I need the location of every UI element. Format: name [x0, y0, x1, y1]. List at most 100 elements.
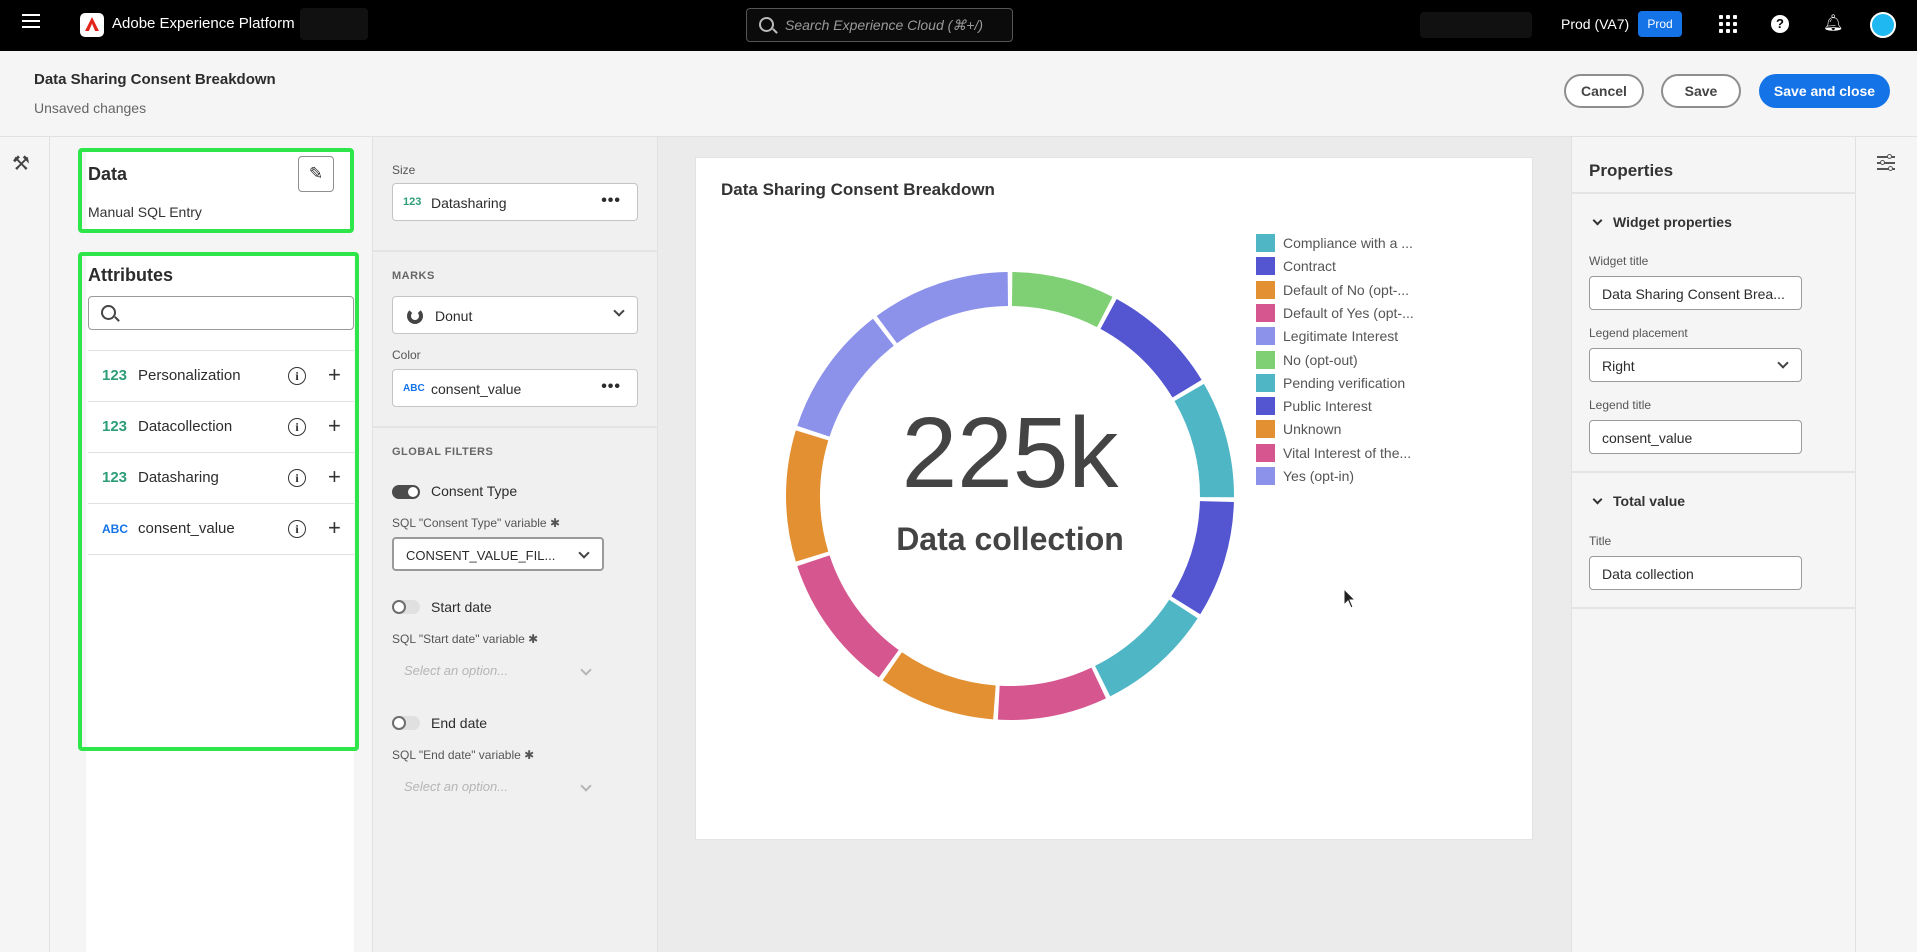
size-field[interactable]: 123 Datasharing •••: [392, 183, 638, 221]
data-source-label: Manual SQL Entry: [88, 204, 202, 220]
donut-segment-public-interest[interactable]: [1100, 299, 1202, 398]
sandbox-badge[interactable]: Prod: [1638, 11, 1682, 37]
attributes-highlight-box: [78, 252, 359, 751]
add-icon[interactable]: +: [328, 464, 341, 489]
legend-swatch: [1256, 280, 1275, 299]
consent-type-variable-select[interactable]: CONSENT_VALUE_FIL...: [392, 537, 604, 571]
more-options-icon[interactable]: •••: [601, 378, 621, 395]
legend-item[interactable]: Yes (opt-in): [1256, 466, 1456, 486]
total-title-input[interactable]: Data collection: [1589, 556, 1802, 590]
cancel-button[interactable]: Cancel: [1564, 74, 1644, 108]
data-highlight-box: [78, 148, 354, 233]
donut-segment-legitimate-interest[interactable]: [876, 272, 1009, 344]
marks-label: MARKS: [392, 270, 435, 282]
start-date-toggle[interactable]: [392, 600, 420, 614]
donut-segment-vital-interest-of-the[interactable]: [797, 555, 899, 678]
start-date-variable-select[interactable]: Select an option...: [392, 656, 604, 686]
donut-segment-unknown[interactable]: [882, 652, 996, 720]
color-field[interactable]: ABC consent_value •••: [392, 369, 638, 407]
edit-data-button[interactable]: ✎: [298, 156, 334, 192]
legend-label: Public Interest: [1283, 398, 1372, 415]
legend-item[interactable]: Public Interest: [1256, 396, 1456, 416]
numeric-type-icon: 123: [102, 418, 128, 435]
notifications-bell-icon[interactable]: 🔔︎: [1823, 15, 1844, 32]
chevron-down-icon: [613, 305, 625, 317]
legend-item[interactable]: Contract: [1256, 256, 1456, 276]
chevron-down-icon: [580, 664, 592, 676]
donut-segment-default-of-yes-opt[interactable]: [997, 667, 1107, 720]
chart-preview-card: [695, 157, 1533, 840]
add-icon[interactable]: +: [328, 515, 341, 540]
donut-segment-yes-opt-in[interactable]: [797, 318, 894, 437]
end-date-toggle[interactable]: [392, 716, 420, 730]
donut-segment-default-of-no-opt[interactable]: [786, 430, 829, 562]
input-value: Data collection: [1602, 566, 1694, 582]
widget-title-label: Widget title: [1589, 254, 1649, 268]
donut-segment-no-opt-out[interactable]: [1011, 272, 1113, 328]
hammer-icon[interactable]: ⚒: [12, 153, 30, 175]
widget-properties-section[interactable]: Widget properties: [1613, 214, 1732, 230]
legend-swatch: [1256, 327, 1275, 346]
consent-type-toggle[interactable]: [392, 485, 420, 499]
legend-label: Unknown: [1283, 421, 1342, 438]
app-name[interactable]: Adobe Experience Platform: [112, 15, 295, 32]
legend-placement-select[interactable]: Right: [1589, 348, 1802, 382]
donut-segment-contract[interactable]: [1171, 501, 1234, 615]
widget-title-input[interactable]: Data Sharing Consent Brea...: [1589, 276, 1802, 310]
divider: [373, 250, 658, 252]
legend-swatch: [1256, 443, 1275, 462]
attribute-search-input[interactable]: [88, 296, 354, 330]
legend-title-input[interactable]: consent_value: [1589, 420, 1802, 454]
mouse-cursor-icon: [1343, 588, 1357, 609]
global-search-input[interactable]: Search Experience Cloud (⌘+/): [746, 8, 1013, 42]
hamburger-menu-icon[interactable]: [22, 14, 40, 28]
center-value: 225k: [902, 397, 1120, 509]
settings-sliders-icon[interactable]: [1877, 153, 1895, 171]
legend-item[interactable]: Unknown: [1256, 419, 1456, 439]
add-icon[interactable]: +: [328, 413, 341, 438]
org-switcher[interactable]: Prod (VA7): [1561, 16, 1630, 32]
donut-chart-icon: [407, 308, 423, 324]
legend-item[interactable]: Pending verification: [1256, 373, 1456, 393]
save-and-close-button[interactable]: Save and close: [1759, 74, 1890, 108]
marks-dropdown[interactable]: Donut: [392, 296, 638, 334]
adobe-logo-icon[interactable]: [80, 13, 104, 37]
input-value: consent_value: [1602, 430, 1693, 446]
attribute-row-datacollection[interactable]: 123 Datacollection i +: [88, 401, 354, 452]
help-icon[interactable]: ?: [1771, 15, 1789, 33]
attribute-row-personalization[interactable]: 123 Personalization i +: [88, 350, 354, 401]
attribute-row-consent-value[interactable]: ABC consent_value i +: [88, 503, 354, 554]
more-options-icon[interactable]: •••: [601, 192, 621, 209]
legend-item[interactable]: Vital Interest of the...: [1256, 443, 1456, 463]
end-date-variable-select[interactable]: Select an option...: [392, 772, 604, 802]
select-placeholder: Select an option...: [404, 663, 509, 678]
total-value-section[interactable]: Total value: [1613, 493, 1686, 509]
user-avatar[interactable]: [1870, 12, 1896, 38]
legend-item[interactable]: Compliance with a ...: [1256, 233, 1456, 253]
donut-segment-pending-verification[interactable]: [1174, 383, 1234, 498]
info-icon[interactable]: i: [288, 520, 306, 538]
end-date-label: End date: [431, 715, 488, 731]
legend-item[interactable]: Default of No (opt-...: [1256, 280, 1456, 300]
info-icon[interactable]: i: [288, 367, 306, 385]
info-icon[interactable]: i: [288, 418, 306, 436]
legend-item[interactable]: Legitimate Interest: [1256, 326, 1456, 346]
info-icon[interactable]: i: [288, 469, 306, 487]
data-section-title: Data: [88, 164, 128, 184]
app-switcher-icon[interactable]: [1719, 15, 1737, 33]
divider: [88, 554, 354, 555]
start-date-variable-label: SQL "Start date" variable ✱: [392, 632, 539, 646]
add-icon[interactable]: +: [328, 362, 341, 387]
legend-item[interactable]: Default of Yes (opt-...: [1256, 303, 1456, 323]
consent-type-variable-label: SQL "Consent Type" variable ✱: [392, 516, 560, 530]
legend-label: Default of No (opt-...: [1283, 281, 1410, 298]
save-button[interactable]: Save: [1661, 74, 1741, 108]
chart-title: Data Sharing Consent Breakdown: [721, 180, 995, 199]
legend-item[interactable]: No (opt-out): [1256, 350, 1456, 370]
numeric-type-icon: 123: [102, 367, 128, 384]
legend-label: Pending verification: [1283, 374, 1406, 391]
attribute-row-datasharing[interactable]: 123 Datasharing i +: [88, 452, 354, 503]
right-rail: [1856, 137, 1917, 952]
divider: [1571, 471, 1856, 473]
donut-segment-compliance-with-a[interactable]: [1095, 599, 1198, 697]
